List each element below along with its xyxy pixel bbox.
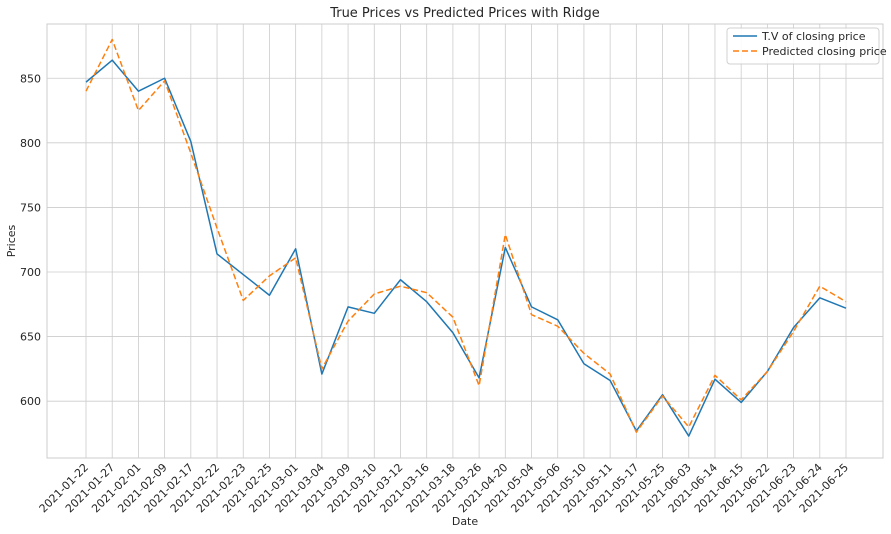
y-tick-label: 800: [20, 137, 41, 150]
series-line-predicted: [85, 38, 847, 433]
plot-area: [46, 23, 884, 459]
chart-title: True Prices vs Predicted Prices with Rid…: [329, 6, 600, 21]
y-tick-label: 700: [20, 266, 41, 279]
legend-label-predicted: Predicted closing price: [762, 45, 887, 58]
x-axis-ticks: 2021-01-222021-01-272021-02-012021-02-09…: [37, 461, 851, 515]
y-tick-label: 750: [20, 201, 41, 214]
y-tick-label: 650: [20, 331, 41, 344]
legend: T.V of closing price Predicted closing p…: [726, 27, 887, 65]
legend-label-true: T.V of closing price: [761, 30, 866, 43]
x-axis-label: Date: [452, 515, 479, 528]
series-line-true: [85, 59, 847, 437]
legend-box: [726, 27, 880, 65]
x-gridlines: [85, 24, 847, 458]
y-tick-label: 600: [20, 395, 41, 408]
series-lines: [85, 38, 847, 437]
y-axis-label: Prices: [5, 224, 18, 257]
y-tick-label: 850: [20, 72, 41, 85]
y-axis-ticks: 600 650 700 750 800 850: [20, 72, 41, 408]
